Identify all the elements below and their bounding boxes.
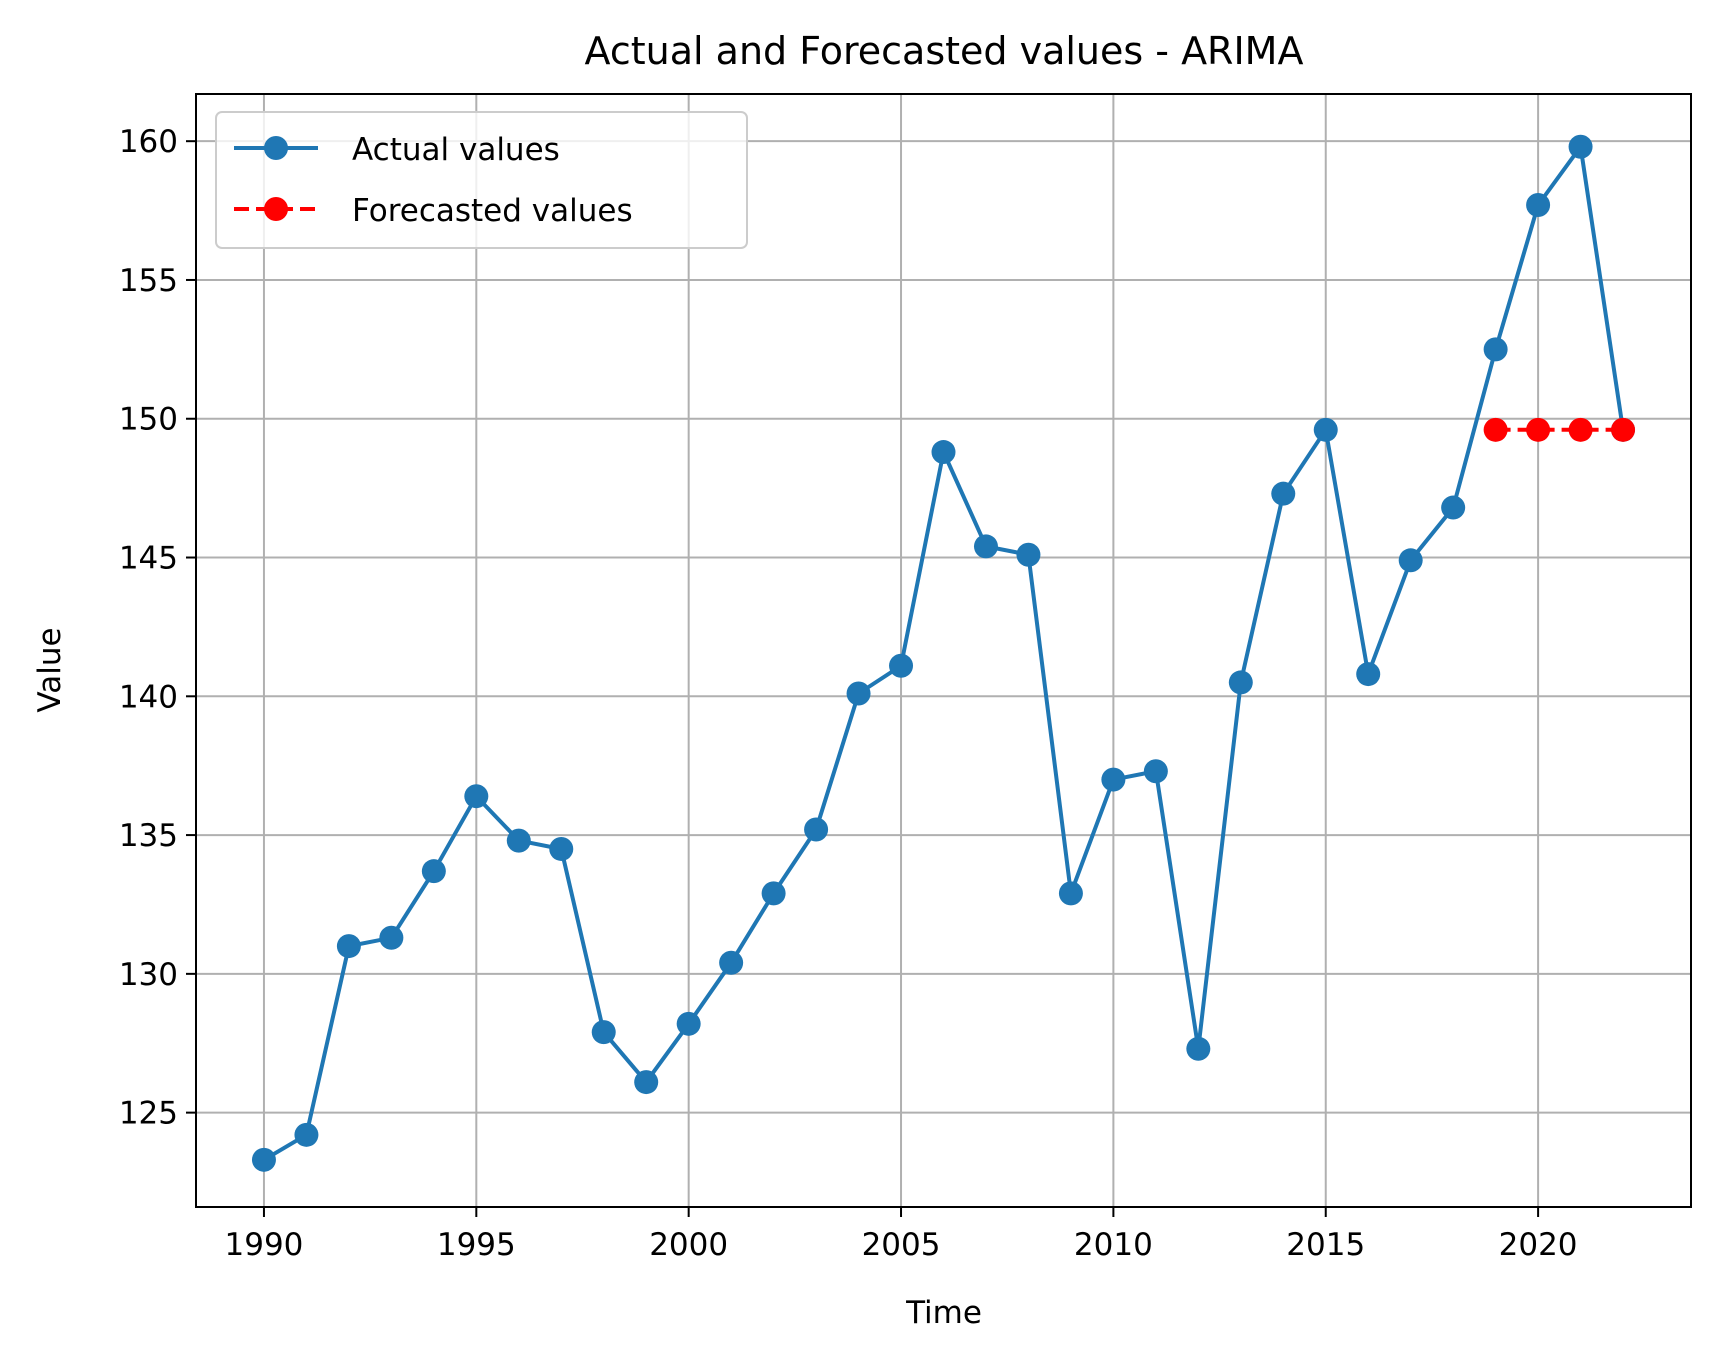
data-point-actual <box>973 534 998 559</box>
data-point-forecast <box>1568 417 1593 442</box>
data-point-actual <box>1186 1036 1211 1061</box>
grid-lines <box>196 94 1691 1207</box>
y-tick-label: 135 <box>119 818 178 854</box>
y-tick-label: 125 <box>119 1096 178 1132</box>
legend-label-forecast: Forecasted values <box>352 193 633 229</box>
y-tick-label: 145 <box>119 541 178 577</box>
chart-title: Actual and Forecasted values - ARIMA <box>585 29 1304 73</box>
data-point-actual <box>1058 881 1083 906</box>
x-tick-label: 2015 <box>1286 1227 1365 1263</box>
y-axis-label: Value <box>32 627 68 712</box>
data-point-actual <box>1016 542 1041 567</box>
data-point-actual <box>846 681 871 706</box>
data-point-forecast <box>1526 417 1551 442</box>
data-point-actual <box>1356 662 1381 687</box>
data-point-actual <box>336 934 361 959</box>
y-tick-label: 150 <box>119 402 178 438</box>
plot-area <box>196 94 1691 1207</box>
data-point-actual <box>719 950 744 975</box>
data-point-actual <box>1526 193 1551 218</box>
x-axis-label: Time <box>905 1295 982 1331</box>
y-tick-label: 130 <box>119 957 178 993</box>
y-tick-label: 155 <box>119 263 178 299</box>
legend-box <box>215 111 748 249</box>
data-point-actual <box>761 881 786 906</box>
x-tick-label: 2010 <box>1074 1227 1153 1263</box>
data-point-actual <box>549 836 574 861</box>
data-point-actual <box>1271 481 1296 506</box>
data-point-actual <box>1441 495 1466 520</box>
data-point-actual <box>591 1020 616 1045</box>
data-point-actual <box>294 1122 319 1147</box>
plot-frame <box>195 93 1692 1208</box>
legend-label-actual: Actual values <box>352 132 560 168</box>
data-point-actual <box>1101 767 1126 792</box>
data-point-actual <box>1568 134 1593 159</box>
data-point-actual <box>889 653 914 678</box>
legend-marker-actual <box>264 136 288 160</box>
data-point-actual <box>1228 670 1253 695</box>
data-point-actual <box>421 859 446 884</box>
legend: Actual values Forecasted values <box>215 111 748 249</box>
legend-marker-forecast <box>264 197 288 221</box>
data-point-actual <box>804 817 829 842</box>
data-point-actual <box>1398 548 1423 573</box>
data-point-actual <box>1143 759 1168 784</box>
axis-ticks: 1990 1995 2000 2005 2010 2015 2020 125 130 135 140… <box>119 124 1578 1263</box>
data-point-actual <box>464 784 489 809</box>
series-layer <box>251 134 1636 1172</box>
data-point-actual <box>1313 417 1338 442</box>
data-point-actual <box>634 1070 659 1095</box>
data-point-forecast <box>1483 417 1508 442</box>
data-point-actual <box>1483 337 1508 362</box>
x-tick-label: 2020 <box>1499 1227 1578 1263</box>
y-tick-label: 140 <box>119 679 178 715</box>
x-tick-label: 2000 <box>649 1227 728 1263</box>
x-tick-label: 1995 <box>437 1227 516 1263</box>
legend-symbol-forecast <box>234 197 318 221</box>
legend-symbol-actual <box>234 136 318 160</box>
y-tick-label: 160 <box>119 124 178 160</box>
data-point-actual <box>506 828 531 853</box>
data-point-actual <box>676 1011 701 1036</box>
data-point-actual <box>251 1147 276 1172</box>
data-point-actual <box>931 440 956 465</box>
data-point-actual <box>379 925 404 950</box>
x-tick-label: 1990 <box>225 1227 304 1263</box>
data-point-forecast <box>1611 417 1636 442</box>
x-tick-label: 2005 <box>862 1227 941 1263</box>
